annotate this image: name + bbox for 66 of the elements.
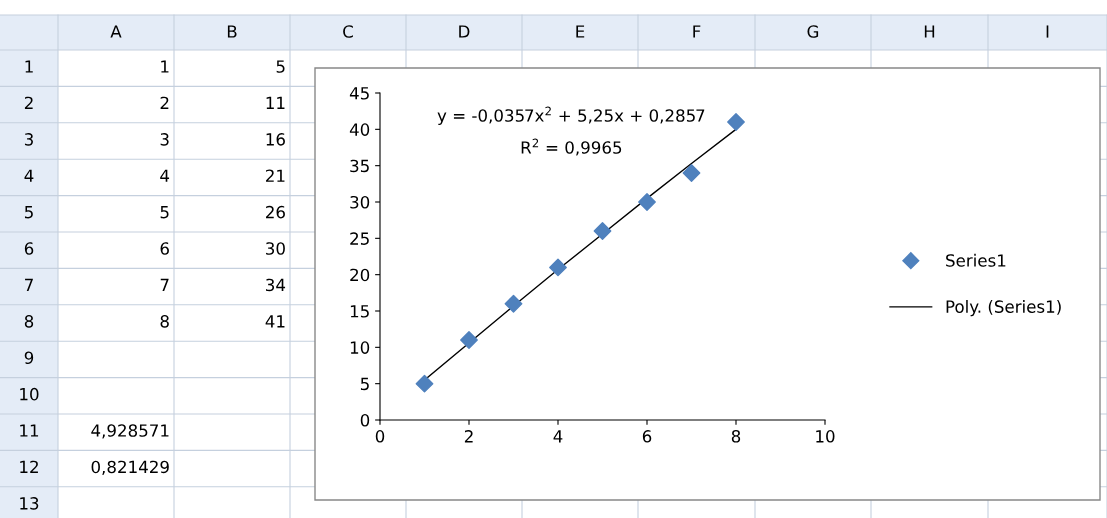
y-tick-label: 45	[349, 87, 369, 100]
text: D	[459, 25, 470, 38]
text: 34	[24, 133, 34, 182]
text: 7	[160, 278, 169, 291]
y-tick-label: 5	[360, 377, 369, 391]
text: 5	[160, 206, 169, 219]
text: 10	[20, 387, 39, 401]
y-tick-label: 20	[350, 268, 370, 282]
text: 16	[266, 133, 285, 146]
text: I	[1046, 25, 1049, 38]
point	[549, 258, 567, 277]
text: H	[924, 25, 935, 38]
text: 6	[24, 242, 34, 255]
text: 11	[20, 424, 39, 437]
y-tick-label: 25	[350, 232, 369, 245]
text: 30	[266, 242, 285, 255]
y-tick-label: 10	[350, 341, 370, 354]
text: 2	[160, 96, 169, 109]
text: B	[227, 25, 237, 38]
point	[727, 113, 745, 131]
text: 26	[266, 205, 285, 219]
annotation: R$^{2}$ = 0,9965	[521, 138, 622, 156]
x-tick-label: 4	[553, 430, 563, 443]
text: 13	[20, 497, 39, 510]
point	[593, 222, 612, 240]
text: 5	[24, 206, 33, 219]
text: 34	[266, 278, 286, 292]
text: 21	[266, 169, 285, 182]
point	[460, 331, 478, 349]
x-tick-label: 10	[816, 430, 835, 443]
text: F	[693, 25, 701, 38]
text: G	[807, 25, 819, 38]
text: 0,821429	[91, 460, 169, 475]
text: 12	[24, 60, 33, 109]
y-tick-label: 40	[349, 123, 370, 136]
x-tick-label: 8	[731, 430, 741, 443]
text: 1	[161, 60, 169, 73]
text: 6	[160, 242, 169, 255]
text: C	[343, 25, 353, 38]
text: 8	[160, 315, 169, 328]
text: 12	[20, 460, 38, 473]
y-tick-label: 0	[360, 413, 370, 427]
legend-label: Series1	[946, 253, 1006, 267]
text: 5	[276, 60, 285, 73]
y-tick-label: 35	[350, 159, 369, 173]
annotation: 2	[545, 106, 551, 116]
text: 11	[266, 96, 285, 109]
point	[682, 164, 701, 182]
x-tick-label: 2	[464, 430, 473, 443]
y-tick-label: 15	[350, 305, 369, 318]
x-tick-label: 6	[642, 430, 652, 443]
text: 9	[24, 351, 34, 365]
text: 7	[25, 278, 33, 291]
text: 4,928571	[91, 424, 169, 439]
text: A	[110, 25, 122, 38]
text: 3	[160, 133, 169, 146]
text: 8	[24, 315, 34, 328]
point	[415, 374, 434, 393]
y-tick-label: 30	[350, 195, 370, 209]
text: 41	[265, 315, 285, 328]
point	[504, 294, 523, 313]
text: E	[576, 25, 585, 38]
legend-label: Poly. (Series1)	[946, 300, 1061, 317]
x-tick-label: 0	[375, 430, 385, 443]
text: 4	[160, 169, 170, 182]
point	[638, 193, 656, 211]
